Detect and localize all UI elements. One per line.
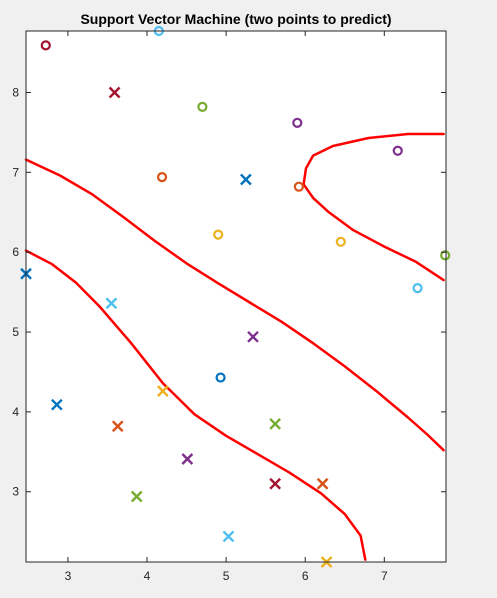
x-tick-label: 7	[381, 569, 388, 583]
y-tick-label: 3	[12, 485, 19, 499]
y-tick-label: 6	[12, 245, 19, 259]
x-tick-label: 6	[302, 569, 309, 583]
y-tick-label: 4	[12, 405, 19, 419]
chart-title: Support Vector Machine (two points to pr…	[80, 11, 391, 27]
x-tick-label: 4	[144, 569, 151, 583]
y-tick-label: 5	[12, 325, 19, 339]
x-tick-label: 3	[65, 569, 72, 583]
y-tick-label: 7	[12, 165, 19, 179]
x-tick-label: 5	[223, 569, 230, 583]
y-tick-label: 8	[12, 85, 19, 99]
